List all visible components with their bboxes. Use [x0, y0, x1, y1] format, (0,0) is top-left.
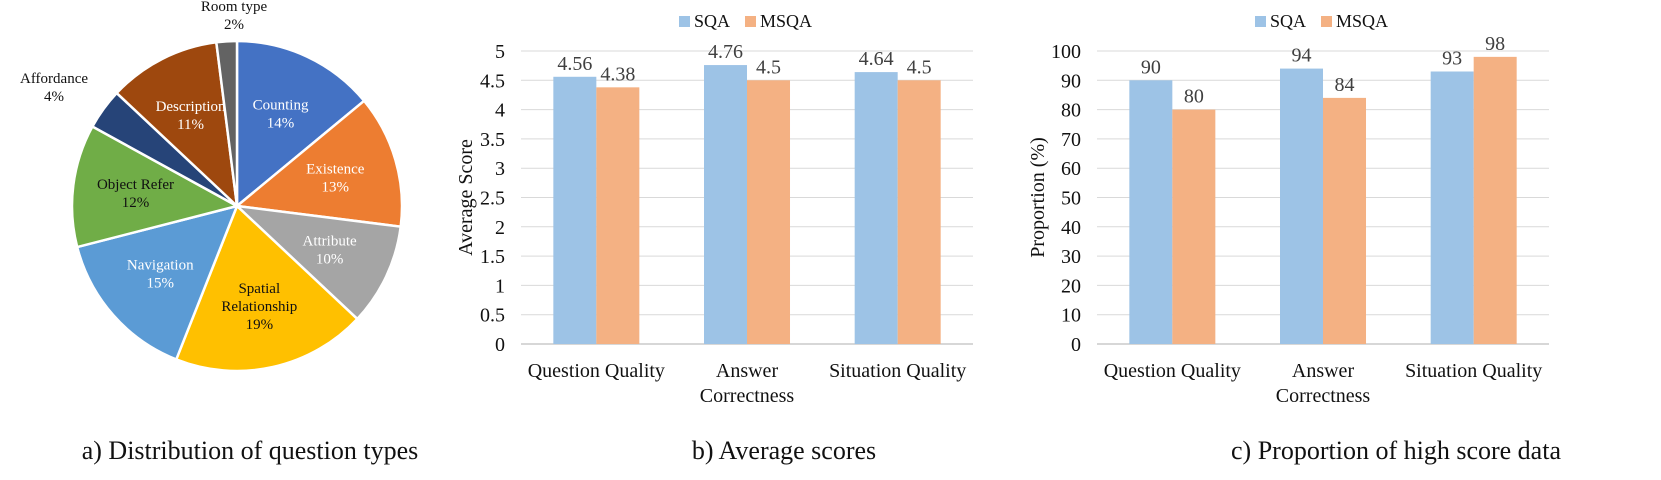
y-tick-label: 2: [495, 217, 505, 239]
y-tick-label: 100: [1051, 41, 1081, 63]
bar-sqa: [553, 76, 597, 344]
y-tick-label: 90: [1061, 70, 1081, 92]
y-tick-label: 5: [495, 41, 505, 63]
pie-percent-label: 13%: [321, 179, 349, 195]
pie-percent-label: 15%: [147, 276, 175, 292]
bar-value-label: 90: [1141, 56, 1161, 78]
pie-slice-navigation: [75, 204, 240, 362]
pie-percent-label: 4%: [44, 89, 64, 105]
pie-label: Affordance: [20, 71, 88, 87]
x-category-label: Situation Quality: [829, 360, 966, 382]
y-tick-label: 80: [1061, 100, 1081, 122]
y-tick-label: 10: [1061, 305, 1081, 327]
pie-percent-label: 11%: [177, 117, 204, 133]
bar-sqa: [1129, 80, 1173, 345]
bar-value-label: 93: [1442, 48, 1462, 70]
caption-b: b) Average scores: [692, 436, 876, 465]
bar-sqa: [854, 72, 898, 344]
y-tick-label: 4.5: [480, 70, 505, 92]
pie-slice-object-refer: [70, 124, 241, 249]
x-category-label: Correctness: [1276, 385, 1371, 407]
y-tick-label: 1.5: [480, 246, 505, 268]
pie-percent-label: 19%: [246, 317, 274, 333]
y-tick-label: 70: [1061, 129, 1081, 151]
pie-label: Counting: [253, 97, 309, 113]
pie-label: Navigation: [127, 258, 194, 274]
y-tick-label: 40: [1061, 217, 1081, 239]
legend-swatch-sqa: [1255, 16, 1266, 27]
legend-swatch-sqa: [679, 16, 690, 27]
bar-value-label: 84: [1335, 74, 1355, 96]
caption-c: c) Proportion of high score data: [1231, 436, 1561, 465]
pie-label: Attribute: [302, 234, 356, 250]
pie-label: Description: [156, 99, 226, 115]
y-tick-label: 0.5: [480, 305, 505, 327]
x-category-label: Answer: [1292, 360, 1355, 382]
bar-sqa: [704, 65, 748, 345]
y-tick-label: 0: [495, 334, 505, 356]
pie-percent-label: 12%: [122, 195, 150, 211]
x-category-label: Situation Quality: [1405, 360, 1542, 382]
pie-slice-existence: [233, 99, 404, 229]
pie-label-line: Spatial: [238, 281, 280, 297]
x-category-label: Answer: [716, 360, 779, 382]
legend-label-sqa: SQA: [1270, 11, 1306, 31]
legend-swatch-msqa: [745, 16, 756, 27]
legend-swatch-msqa: [1321, 16, 1332, 27]
legend-label-sqa: SQA: [694, 11, 730, 31]
high-score-proportion-chart: 0 10 20 30 40 50 60 70 80 90 100 Proportion (%) 90 80…: [1027, 11, 1549, 407]
pie-label-line: Relationship: [221, 299, 297, 315]
bar-msqa: [1172, 109, 1216, 344]
bar-value-label: 94: [1292, 45, 1312, 67]
y-tick-label: 1: [495, 275, 505, 297]
pie-percent-label: 2%: [224, 17, 244, 33]
y-tick-label: 3: [495, 158, 505, 180]
pie-slice-attribute: [233, 204, 403, 321]
pie-label: Object Refer: [97, 177, 174, 193]
pie-chart-panel: Counting 14% Existence 13% Attribute 10% Spati…: [20, 0, 404, 373]
legend-label-msqa: MSQA: [1336, 11, 1388, 31]
pie-percent-label: 14%: [267, 115, 295, 131]
y-tick-label: 30: [1061, 246, 1081, 268]
bar-value-label: 98: [1485, 33, 1505, 55]
pie-label: Room type: [201, 0, 268, 15]
caption-a: a) Distribution of question types: [82, 436, 419, 465]
y-tick-label: 20: [1061, 275, 1081, 297]
bar-value-label: 4.5: [907, 56, 932, 78]
y-tick-label: 4: [495, 100, 505, 122]
x-category-label: Correctness: [700, 385, 795, 407]
bar-msqa: [897, 80, 941, 345]
bar-msqa: [596, 87, 640, 344]
pie-slice-description: [114, 40, 239, 210]
bar-value-label: 4.5: [756, 56, 781, 78]
bar-value-label: 4.76: [708, 41, 743, 63]
bar-sqa: [1430, 71, 1474, 344]
pie-label: Existence: [306, 161, 365, 177]
y-tick-label: 3.5: [480, 129, 505, 151]
bar-value-label: 4.64: [859, 48, 894, 70]
bar-sqa: [1280, 68, 1324, 344]
pie-slice-counting: [235, 39, 366, 209]
y-tick-label: 60: [1061, 158, 1081, 180]
bar-msqa: [1473, 56, 1517, 345]
bar-msqa: [747, 80, 791, 345]
x-category-label: Question Quality: [528, 360, 665, 382]
bar-msqa: [1323, 97, 1367, 344]
y-tick-label: 0: [1071, 334, 1081, 356]
legend-label-msqa: MSQA: [760, 11, 812, 31]
x-category-label: Question Quality: [1104, 360, 1241, 382]
pie-slice-room-type: [214, 39, 239, 207]
y-tick-label: 2.5: [480, 188, 505, 210]
bar-value-label: 4.38: [600, 63, 635, 85]
average-scores-chart: 0 0.5 1 1.5 2 2.5 3 3.5 4 4.5 5 Average Score 4.56 4.…: [455, 11, 973, 407]
bar-value-label: 4.56: [557, 53, 592, 75]
y-axis-label: Average Score: [455, 139, 477, 256]
y-tick-label: 50: [1061, 188, 1081, 210]
bar-value-label: 80: [1184, 86, 1204, 108]
y-axis-label: Proportion (%): [1027, 137, 1049, 258]
pie-percent-label: 10%: [316, 252, 344, 268]
